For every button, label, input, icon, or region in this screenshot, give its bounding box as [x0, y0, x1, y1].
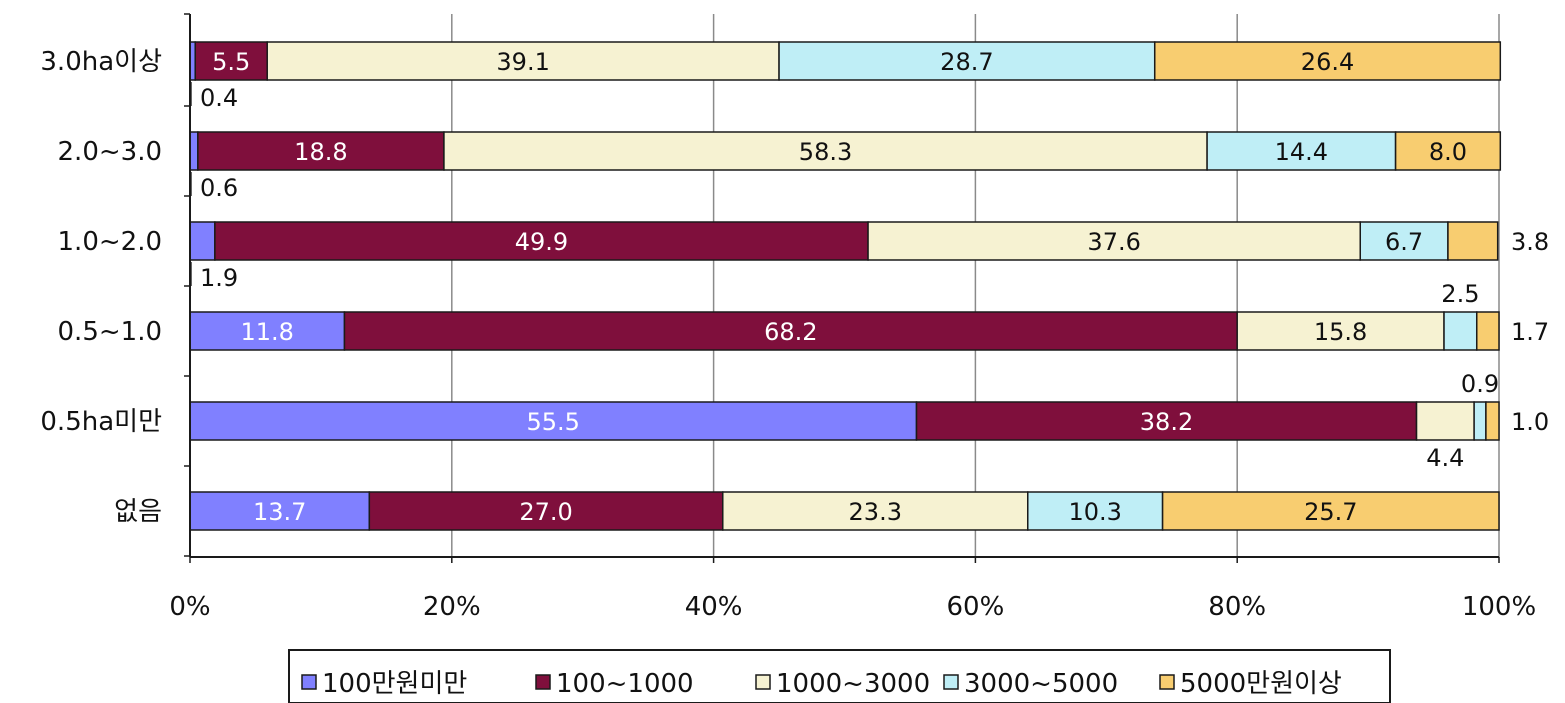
- bar-segment: [1475, 311, 1500, 351]
- data-label: 1.9: [200, 264, 238, 292]
- data-label: 1.7: [1511, 318, 1549, 346]
- category-label: 1.0~2.0: [58, 227, 162, 257]
- bar-segment: [722, 491, 1029, 531]
- category-label: 0.5ha미만: [40, 407, 162, 437]
- data-label: 14.4: [1275, 138, 1328, 166]
- legend-label: 100~1000: [556, 669, 694, 699]
- legend-item: 1000~3000: [755, 669, 930, 699]
- x-tick-label: 20%: [423, 592, 481, 622]
- bar-segment: [1394, 131, 1502, 171]
- bar-segment: [189, 221, 216, 261]
- category-label: 2.0~3.0: [58, 137, 162, 167]
- bar-segment: [443, 131, 1208, 171]
- data-label: 39.1: [496, 48, 549, 76]
- data-labels: 0.4 5.5 39.1 28.7 26.4 0.6 18.8 58.3 14.4 8.0 1.9 4…: [190, 48, 1549, 526]
- bar-segment: [1236, 311, 1445, 351]
- bar-segment: [368, 491, 724, 531]
- data-label: 23.3: [849, 498, 902, 526]
- bar-segment: [1206, 131, 1397, 171]
- data-label: 27.0: [519, 498, 572, 526]
- data-label: 3.8: [1511, 228, 1549, 256]
- legend-item: 100~1000: [535, 669, 694, 699]
- legend-item: 100만원미만: [301, 669, 467, 699]
- x-tick-label: 100%: [1462, 592, 1536, 622]
- data-label: 68.2: [764, 318, 817, 346]
- data-label: 0.4: [200, 84, 238, 112]
- data-label: 37.6: [1087, 228, 1140, 256]
- bar-segment: [1443, 311, 1478, 351]
- data-label: 58.3: [799, 138, 852, 166]
- legend-label: 1000~3000: [776, 669, 930, 699]
- bar-segment: [189, 311, 346, 351]
- data-label: 18.8: [294, 138, 347, 166]
- legend-swatch: [943, 674, 959, 690]
- legend: 100만원미만 100~1000 1000~3000 3000~5000 5000만원이…: [288, 649, 1391, 703]
- bar-segment: [189, 491, 371, 531]
- bar-segment: [1447, 221, 1499, 261]
- data-label: 15.8: [1314, 318, 1367, 346]
- data-label: 13.7: [253, 498, 306, 526]
- data-label: 0.6: [200, 174, 238, 202]
- data-label: 28.7: [940, 48, 993, 76]
- category-label: 없음: [114, 497, 162, 527]
- data-label: 0.9: [1461, 370, 1499, 398]
- data-label: 8.0: [1429, 138, 1467, 166]
- bar-segment: [867, 221, 1361, 261]
- data-label: 2.5: [1441, 280, 1479, 308]
- bar-segment: [1161, 491, 1500, 531]
- bar-segment: [1359, 221, 1449, 261]
- legend-swatch: [1159, 674, 1175, 690]
- x-tick-label: 60%: [947, 592, 1005, 622]
- bar-segment: [266, 41, 780, 81]
- data-label: 55.5: [527, 408, 580, 436]
- bar-segment: [189, 131, 199, 171]
- x-tick-label: 80%: [1208, 592, 1266, 622]
- x-tick-label: 0%: [169, 592, 210, 622]
- legend-swatch: [301, 674, 317, 690]
- legend-label: 5000만원이상: [1180, 669, 1342, 699]
- data-label: 11.8: [241, 318, 294, 346]
- legend-swatch: [535, 674, 551, 690]
- data-label: 4.4: [1426, 444, 1464, 472]
- data-label: 49.9: [515, 228, 568, 256]
- category-label: 0.5~1.0: [58, 317, 162, 347]
- legend-label: 100만원미만: [322, 669, 467, 699]
- bar-segment: [197, 131, 445, 171]
- gridlines: [189, 14, 1500, 557]
- data-label: 6.7: [1385, 228, 1423, 256]
- bars: [189, 41, 1502, 531]
- data-label: 1.0: [1511, 408, 1549, 436]
- category-label: 3.0ha이상: [40, 47, 162, 77]
- legend-item: 5000만원이상: [1159, 669, 1342, 699]
- x-tick-label: 40%: [685, 592, 743, 622]
- data-label: 10.3: [1068, 498, 1121, 526]
- bar-segment: [189, 401, 918, 441]
- legend-swatch: [755, 674, 771, 690]
- data-label: 5.5: [212, 48, 250, 76]
- bar-segment: [1473, 401, 1487, 441]
- data-label: 26.4: [1301, 48, 1354, 76]
- legend-item: 3000~5000: [943, 669, 1118, 699]
- data-label: 38.2: [1140, 408, 1193, 436]
- bar-segment: [1153, 41, 1502, 81]
- legend-label: 3000~5000: [964, 669, 1118, 699]
- legend-box: [288, 649, 1391, 703]
- bar-segment: [915, 401, 1418, 441]
- data-label: 25.7: [1304, 498, 1357, 526]
- bar-segment: [778, 41, 1156, 81]
- bar-segment: [1485, 401, 1500, 441]
- bar-segment: [1415, 401, 1475, 441]
